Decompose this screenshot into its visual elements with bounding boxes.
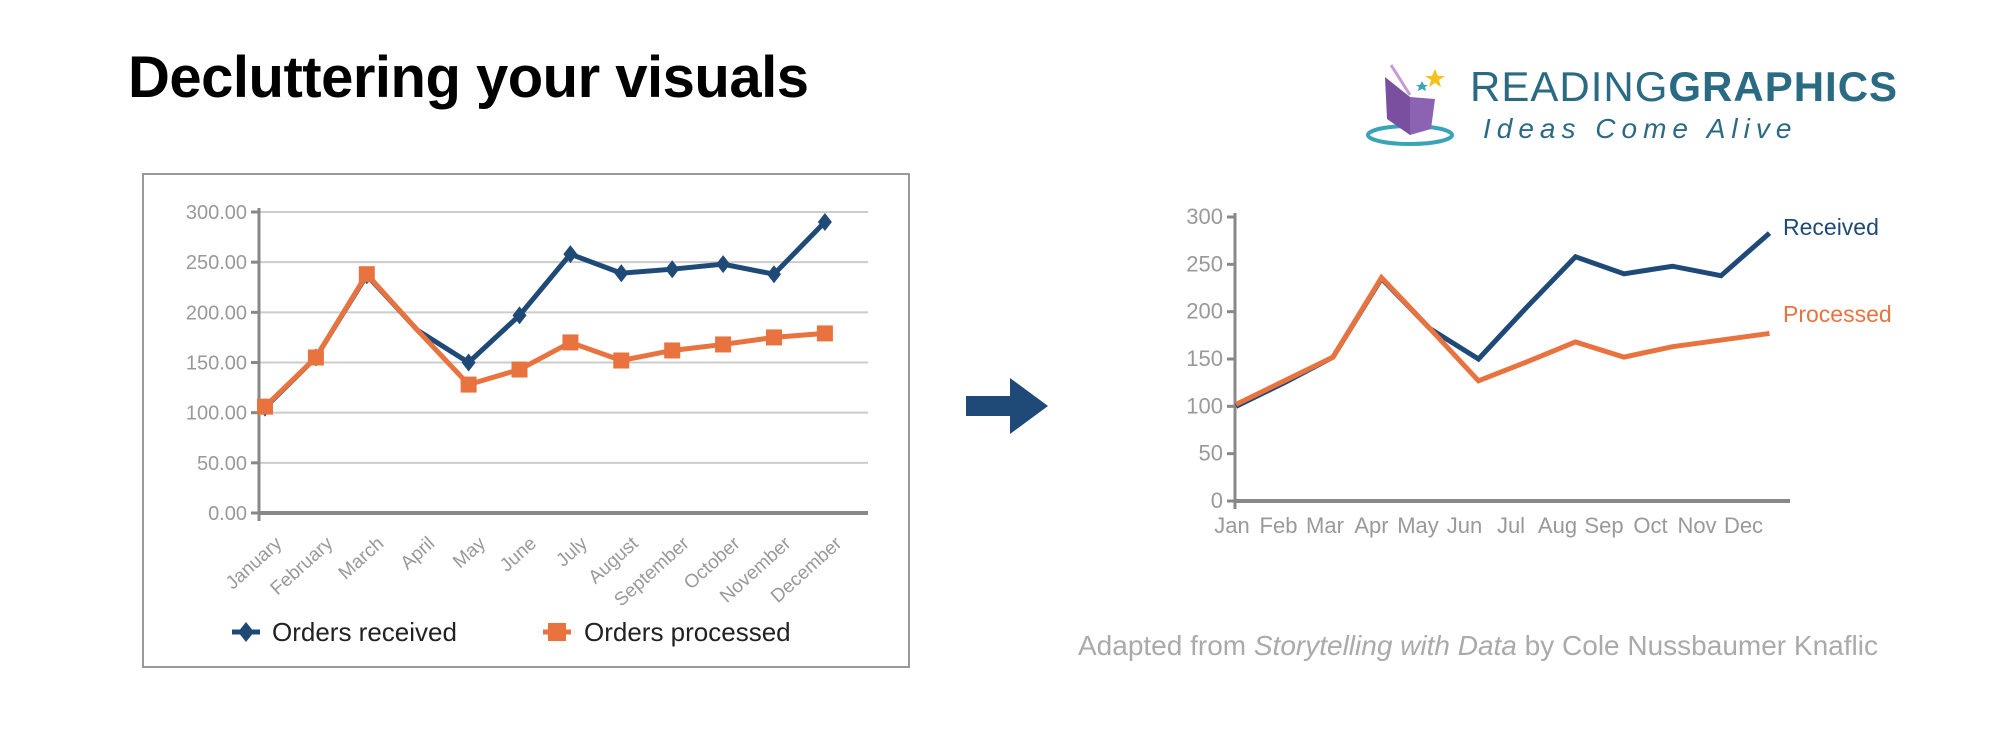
y-tick-label: 0.00	[208, 503, 247, 525]
data-point-square	[562, 334, 579, 351]
data-point-diamond	[563, 245, 578, 264]
legend-label: Orders processed	[584, 617, 791, 647]
x-tick-label: Jul	[1497, 513, 1525, 538]
logo-tagline: Ideas Come Alive	[1483, 113, 1798, 144]
page-title: Decluttering your visuals	[128, 45, 809, 110]
data-point-diamond	[614, 264, 629, 283]
x-tick-label: May	[449, 533, 490, 573]
caption-suffix: by Cole Nussbaumer Knaflic	[1516, 630, 1878, 661]
brand-light: READING	[1470, 63, 1669, 110]
legend-label: Orders received	[272, 617, 457, 647]
data-point-diamond	[512, 306, 527, 325]
data-point-diamond	[817, 213, 832, 232]
y-tick-label: 150.00	[186, 353, 247, 375]
x-tick-label: Mar	[1306, 513, 1344, 538]
data-point-diamond	[716, 255, 731, 274]
data-point-square	[257, 398, 273, 415]
x-tick-label: Nov	[1677, 513, 1716, 538]
data-point-square	[766, 329, 782, 346]
x-tick-label: June	[496, 533, 541, 576]
y-tick-label: 300.00	[186, 202, 247, 224]
cluttered-chart-frame	[142, 173, 910, 668]
x-tick-label: March	[335, 533, 388, 584]
legend-diamond-icon	[238, 622, 254, 642]
data-point-square	[511, 361, 528, 378]
data-point-diamond	[665, 260, 680, 279]
data-point-square	[307, 349, 324, 366]
data-point-diamond	[461, 353, 476, 372]
x-tick-label: May	[1397, 513, 1439, 538]
series-line-processed	[1234, 273, 1770, 407]
brand-bold: GRAPHICS	[1668, 63, 1899, 110]
x-tick-label: Jun	[1447, 513, 1482, 538]
y-tick-label: 250	[1186, 251, 1223, 276]
caption-prefix: Adapted from	[1078, 630, 1254, 661]
data-point-square	[715, 336, 732, 353]
y-tick-label: 50.00	[197, 453, 247, 475]
caption-book-title: Storytelling with Data	[1253, 630, 1517, 661]
data-point-square	[460, 376, 477, 393]
x-tick-label: April	[397, 533, 439, 574]
y-tick-label: 0	[1211, 488, 1223, 513]
y-tick-label: 100	[1186, 393, 1223, 418]
series-line-orders-received	[263, 220, 827, 410]
arrow-right-icon	[966, 378, 1048, 434]
x-tick-label: Apr	[1354, 513, 1388, 538]
y-tick-label: 150	[1186, 346, 1223, 371]
readinggraphics-logo: READINGGRAPHICS Ideas Come Alive	[1365, 57, 1897, 149]
data-point-square	[816, 325, 833, 342]
data-point-square	[613, 352, 630, 369]
x-tick-label: Dec	[1724, 513, 1763, 538]
x-tick-label: Oct	[1633, 513, 1667, 538]
x-tick-label: Sep	[1584, 513, 1623, 538]
y-tick-label: 300	[1186, 204, 1223, 229]
book-logo-icon	[1366, 64, 1454, 146]
series-direct-label: Processed	[1783, 301, 1892, 327]
y-tick-label: 100.00	[186, 403, 247, 425]
y-tick-label: 200.00	[186, 302, 247, 324]
data-point-diamond	[767, 265, 781, 284]
source-caption: Adapted from Storytelling with Data by C…	[1078, 630, 1878, 662]
x-tick-label: Feb	[1260, 513, 1298, 538]
data-point-square	[358, 266, 375, 283]
series-line-received	[1234, 231, 1772, 409]
legend-square-icon	[548, 623, 566, 641]
series-direct-label: Received	[1783, 214, 1879, 240]
x-tick-label: Jan	[1214, 513, 1249, 538]
y-tick-label: 200	[1186, 299, 1223, 324]
y-tick-label: 250.00	[186, 252, 247, 274]
data-point-square	[664, 342, 681, 359]
series-line-orders-processed	[263, 270, 826, 409]
y-tick-label: 50	[1199, 441, 1223, 466]
x-tick-label: Aug	[1538, 513, 1577, 538]
x-tick-label: July	[553, 533, 593, 572]
